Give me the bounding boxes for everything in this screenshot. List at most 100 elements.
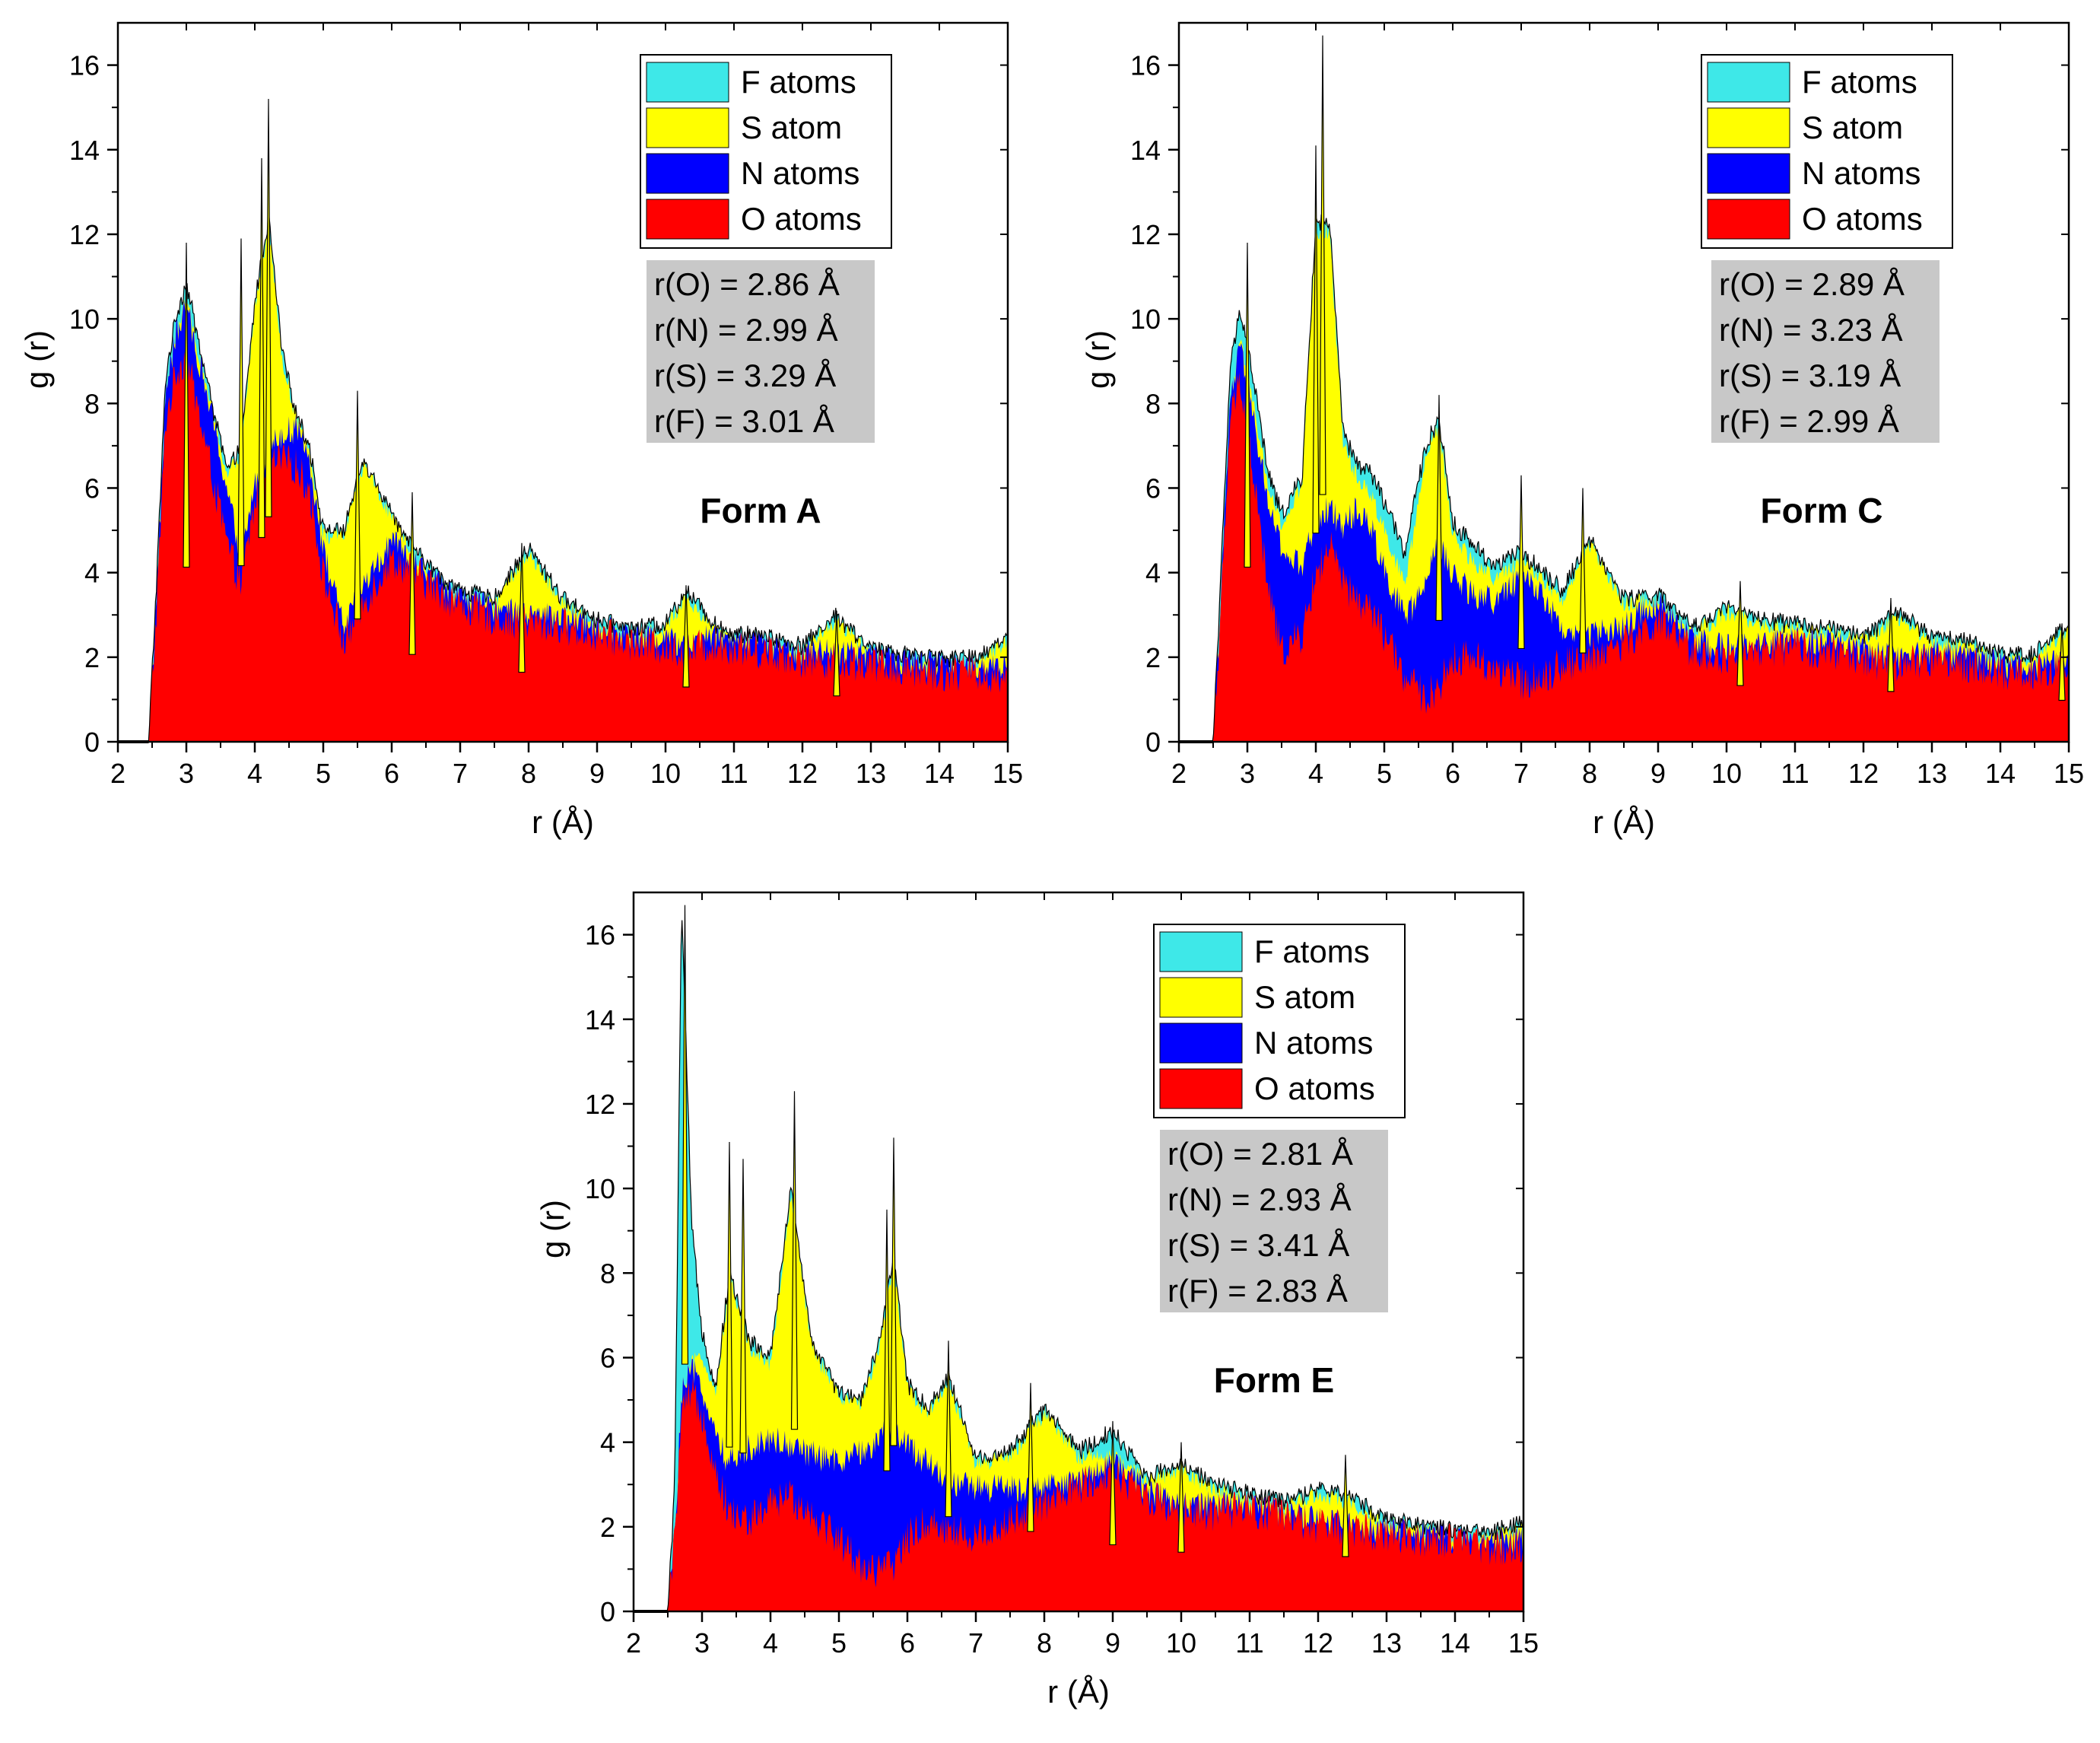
form-c-xtick-label: 12 (1848, 758, 1879, 789)
form-e-peak-2 (739, 1159, 747, 1454)
form-a-legend: F atoms S atom N atoms O atoms (640, 54, 892, 249)
form-a-legend-label-0: F atoms (741, 64, 856, 100)
form-e-legend-label-1: S atom (1254, 979, 1355, 1015)
form-a-ytick-label: 2 (84, 642, 100, 673)
form-e-ytick-label: 10 (585, 1173, 615, 1204)
form-c-legend: F atoms S atom N atoms O atoms (1701, 54, 1953, 249)
form-e-stats-background (1160, 1130, 1388, 1312)
form-a-legend-label-2: N atoms (741, 155, 859, 191)
form-a-stat-2: r(S) = 3.29 Å (654, 358, 836, 393)
form-c-xtick-label: 10 (1711, 758, 1742, 789)
form-a-plot-area (118, 99, 1009, 743)
form-c-xtick-label: 3 (1240, 758, 1255, 789)
form-e-xtick-label: 12 (1303, 1627, 1333, 1659)
form-c-ytick-label: 12 (1130, 219, 1161, 250)
form-c-ytick-label: 2 (1145, 642, 1161, 673)
form-e-y-axis-label: g (r) (535, 1200, 570, 1258)
form-a-xtick-label: 5 (316, 758, 331, 789)
form-c-legend-swatch-0 (1707, 62, 1790, 103)
form-e-xtick-label: 5 (831, 1627, 847, 1659)
form-a-series-o-area (118, 351, 1008, 742)
form-a-title: Form A (700, 491, 821, 530)
form-c-peak-2 (1319, 35, 1326, 495)
form-e-xtick-label: 6 (900, 1627, 915, 1659)
form-e-peak-7 (1027, 1382, 1034, 1532)
form-a-legend-swatch-3 (646, 199, 729, 240)
form-e-peak-4 (890, 1137, 898, 1446)
form-e-xtick-label: 8 (1037, 1627, 1052, 1659)
form-a-stats-box: r(O) = 2.86 Å r(N) = 2.99 Å r(S) = 3.29 Å r… (647, 260, 875, 443)
form-c-stat-3: r(F) = 2.99 Å (1719, 403, 1899, 439)
form-e-legend-label-2: N atoms (1254, 1025, 1373, 1061)
form-c-peak-6 (1736, 580, 1744, 686)
form-e-xtick-label: 7 (968, 1627, 983, 1659)
form-a-ytick-label: 8 (84, 388, 100, 419)
form-c-xtick-label: 9 (1650, 758, 1666, 789)
form-e-legend-label-3: O atoms (1254, 1070, 1375, 1106)
form-e-peak-9 (1177, 1442, 1185, 1553)
form-e-peak-0 (681, 905, 689, 1365)
form-c-xtick-label: 4 (1308, 758, 1323, 789)
form-e-peak-3 (790, 1091, 799, 1430)
form-e-xtick-label: 15 (1508, 1627, 1539, 1659)
form-a-ytick-label: 0 (84, 727, 100, 758)
form-e-stats-box: r(O) = 2.81 Å r(N) = 2.93 Å r(S) = 3.41 Å r… (1160, 1130, 1388, 1312)
form-a-peak-0 (183, 243, 190, 568)
form-a-xtick-label: 9 (589, 758, 605, 789)
form-c-x-axis-label: r (Å) (1593, 804, 1655, 840)
form-a-y-axis-label: g (r) (19, 330, 55, 389)
form-c-xtick-label: 14 (1985, 758, 2016, 789)
form-c-ytick-label: 0 (1145, 727, 1161, 758)
form-e-stat-3: r(F) = 2.83 Å (1168, 1273, 1348, 1309)
form-e-ytick-label: 6 (600, 1342, 615, 1373)
form-c-peak-1 (1312, 145, 1320, 534)
form-e-xtick-label: 11 (1235, 1627, 1263, 1659)
form-a-legend-label-1: S atom (741, 110, 842, 145)
form-e-plot-area (634, 905, 1524, 1613)
form-e-xtick-label: 9 (1105, 1627, 1120, 1659)
form-c-xtick-label: 13 (1917, 758, 1947, 789)
form-e-ytick-label: 0 (600, 1596, 615, 1627)
form-c-peak-4 (1517, 475, 1525, 650)
form-a-peak-8 (833, 610, 840, 697)
form-a-peak-1 (258, 157, 265, 539)
form-c-ytick-label: 4 (1145, 558, 1161, 589)
form-e-peak-8 (1109, 1420, 1117, 1546)
form-e-xtick-label: 14 (1440, 1627, 1470, 1659)
form-e-xtick-label: 3 (694, 1627, 710, 1659)
form-c-xtick-label: 11 (1781, 758, 1809, 789)
form-e-stat-2: r(S) = 3.41 Å (1168, 1227, 1349, 1263)
form-c-legend-label-3: O atoms (1802, 201, 1923, 237)
form-a-ytick-label: 14 (69, 135, 100, 166)
form-a-peak-2 (265, 99, 272, 517)
form-c-xtick-label: 15 (2054, 758, 2084, 789)
form-a-outline-trace (118, 212, 1009, 743)
form-e-outline-trace (634, 920, 1524, 1612)
form-e-peak-10 (1342, 1455, 1349, 1557)
form-e-legend: F atoms S atom N atoms O atoms (1153, 924, 1406, 1118)
form-c-y-axis-label: g (r) (1080, 330, 1116, 389)
form-a-legend-swatch-2 (646, 153, 729, 194)
form-c-xtick-label: 2 (1171, 758, 1187, 789)
form-c-legend-swatch-1 (1707, 107, 1790, 148)
form-c-stat-2: r(S) = 3.19 Å (1719, 358, 1901, 393)
form-a-x-axis-label: r (Å) (532, 804, 594, 840)
form-c-legend-label-1: S atom (1802, 110, 1903, 145)
form-a-xtick-label: 8 (521, 758, 536, 789)
form-a-xtick-label: 2 (110, 758, 125, 789)
form-e-legend-swatch-3 (1159, 1068, 1243, 1109)
form-c-legend-swatch-2 (1707, 153, 1790, 194)
form-c-legend-label-2: N atoms (1802, 155, 1920, 191)
form-a-peak-7 (682, 585, 690, 688)
form-c-peak-3 (1435, 395, 1443, 622)
form-e-legend-label-0: F atoms (1254, 934, 1370, 969)
form-c-xtick-label: 6 (1445, 758, 1460, 789)
form-a-xtick-label: 13 (856, 758, 886, 789)
form-e-xtick-label: 10 (1166, 1627, 1196, 1659)
form-e-ytick-label: 12 (585, 1089, 615, 1120)
form-e-peak-5 (883, 1209, 891, 1471)
form-a-legend-swatch-0 (646, 62, 729, 103)
